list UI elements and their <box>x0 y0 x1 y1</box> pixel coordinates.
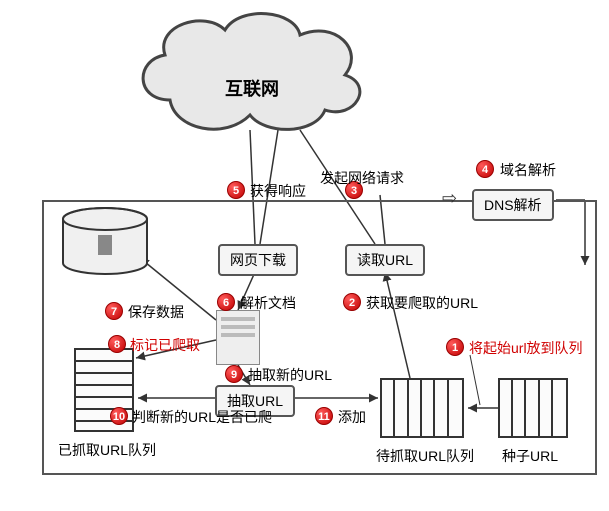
badge-11: 11 <box>315 407 333 425</box>
database-cylinder <box>60 207 150 277</box>
anno-10: 判断新的URL是否已爬 <box>132 407 272 427</box>
box-readurl: 读取URL <box>345 244 425 276</box>
label-pending-queue: 待抓取URL队列 <box>376 446 474 466</box>
badge-8: 8 <box>108 335 126 353</box>
cloud-label: 互联网 <box>225 75 279 101</box>
box-download: 网页下载 <box>218 244 298 276</box>
anno-5: 获得响应 <box>250 181 306 201</box>
badge-7: 7 <box>105 302 123 320</box>
badge-4: 4 <box>476 160 494 178</box>
seed-url-queue <box>498 378 568 438</box>
anno-4: 域名解析 <box>500 160 556 180</box>
anno-9: 抽取新的URL <box>248 365 332 385</box>
badge-9: 9 <box>225 365 243 383</box>
anno-8: 标记已爬取 <box>130 335 200 355</box>
parsed-document <box>216 310 260 365</box>
diagram-canvas: 互联网 DNS解析 网页下载 读取URL 抽取URL ⇨ 已抓取URL队列 待抓… <box>0 0 609 511</box>
badge-5: 5 <box>227 181 245 199</box>
badge-2: 2 <box>343 293 361 311</box>
pending-url-queue <box>380 378 464 438</box>
badge-6: 6 <box>217 293 235 311</box>
anno-11: 添加 <box>338 407 366 427</box>
anno-7: 保存数据 <box>128 302 184 322</box>
arrow-to-dns: ⇨ <box>442 188 457 209</box>
internet-cloud <box>130 5 380 140</box>
anno-3: 发起网络请求 <box>320 168 404 188</box>
badge-10: 10 <box>110 407 128 425</box>
box-dns: DNS解析 <box>472 189 554 221</box>
anno-6: 解析文档 <box>240 293 296 313</box>
anno-2: 获取要爬取的URL <box>366 293 478 313</box>
anno-1: 将起始url放到队列 <box>469 338 583 358</box>
label-seed-queue: 种子URL <box>502 446 558 466</box>
badge-1: 1 <box>446 338 464 356</box>
label-crawled-queue: 已抓取URL队列 <box>58 440 156 460</box>
